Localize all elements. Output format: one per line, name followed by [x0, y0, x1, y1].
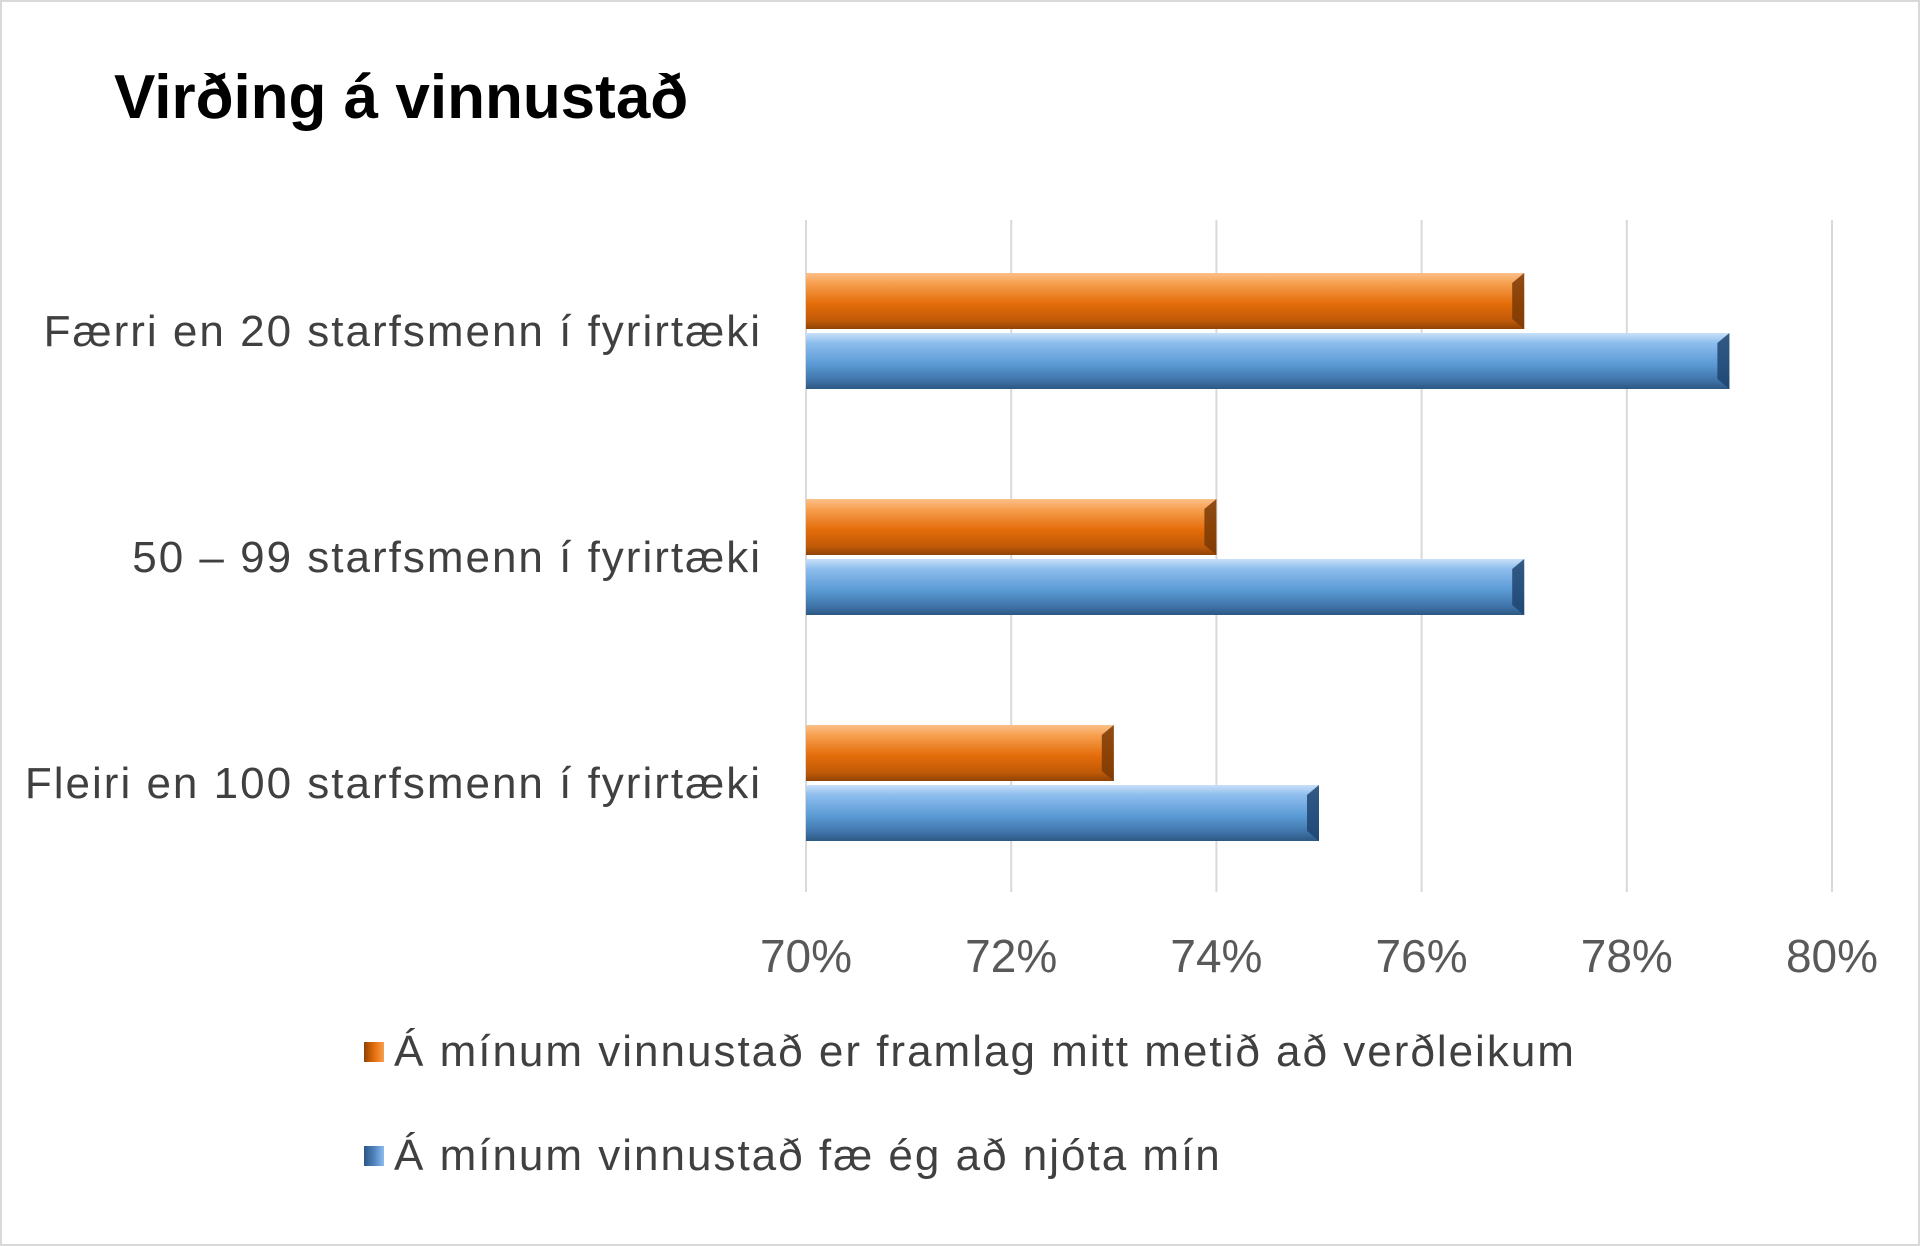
legend-label-series-2: Á mínum vinnustað fæ ég að njóta mín [394, 1131, 1222, 1180]
bar-series2-cat2 [806, 559, 1525, 615]
x-tick-label-3: 76% [1376, 930, 1468, 982]
x-tick-label-5: 80% [1786, 930, 1878, 982]
legend-label-series-1: Á mínum vinnustað er framlag mitt metið … [394, 1027, 1576, 1076]
legend-swatch-blue [364, 1146, 384, 1166]
legend-item-series-1: Á mínum vinnustað er framlag mitt metið … [364, 1022, 1576, 1082]
x-tick-label-0: 70% [760, 930, 852, 982]
legend: Á mínum vinnustað er framlag mitt metið … [364, 1022, 1576, 1230]
category-label-1: Færri en 20 starfsmenn í fyrirtæki [44, 307, 762, 356]
x-tick-label-4: 78% [1581, 930, 1673, 982]
chart-title: Virðing á vinnustað [114, 63, 689, 132]
bar-series1-cat1 [806, 273, 1525, 329]
x-tick-label-1: 72% [965, 930, 1057, 982]
category-label-3: Fleiri en 100 starfsmenn í fyrirtæki [25, 759, 762, 808]
bar-series1-cat2 [806, 499, 1217, 555]
legend-swatch-orange [364, 1042, 384, 1062]
bar-series1-cat3 [806, 725, 1114, 781]
bar-series2-cat3 [806, 785, 1319, 841]
bar-series2-cat1 [806, 333, 1730, 389]
category-label-2: 50 – 99 starfsmenn í fyrirtæki [132, 533, 762, 582]
x-tick-label-2: 74% [1170, 930, 1262, 982]
legend-item-series-2: Á mínum vinnustað fæ ég að njóta mín [364, 1126, 1576, 1186]
